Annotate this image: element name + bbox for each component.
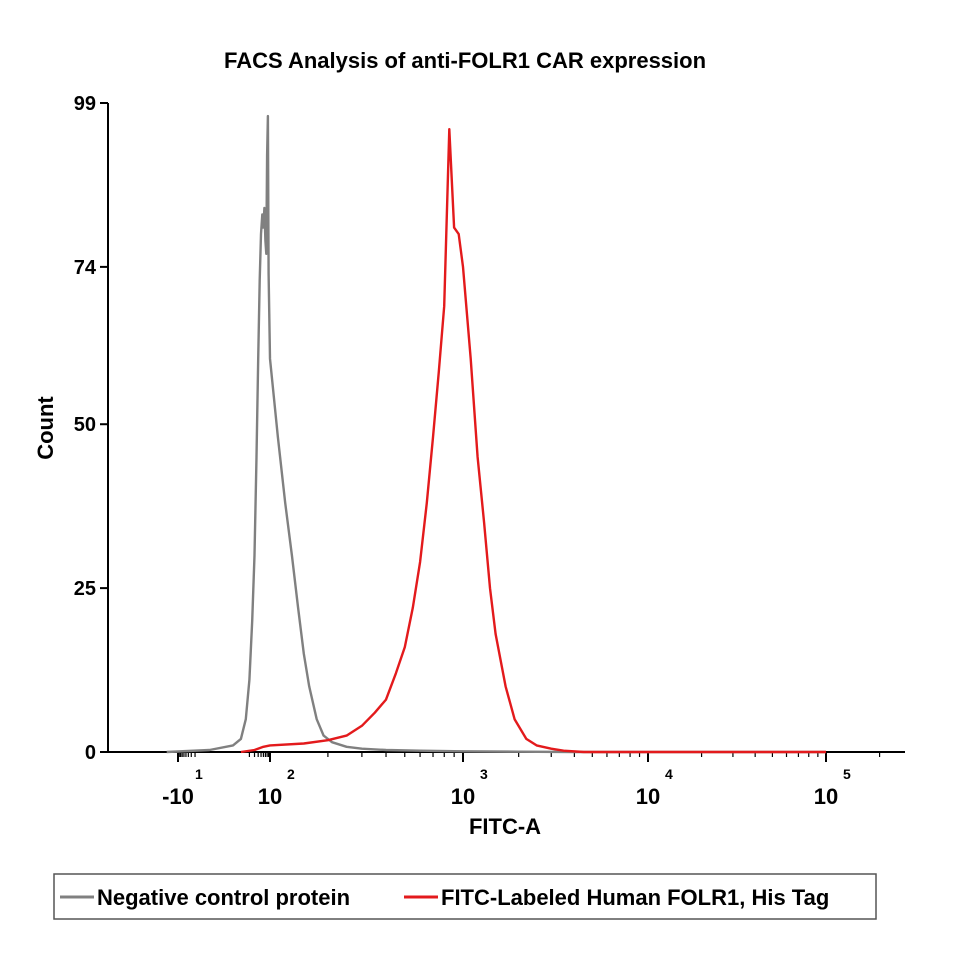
legend-label-negative-control: Negative control protein (97, 885, 350, 910)
y-ticks: 0 25 50 74 99 (74, 93, 108, 764)
x-tick-label: 10 (258, 784, 282, 809)
y-tick-label: 50 (74, 414, 96, 436)
x-tick-label: 10 (451, 784, 475, 809)
x-tick-exponent: 1 (195, 766, 203, 782)
y-tick-label: 99 (74, 93, 96, 115)
legend: Negative control protein FITC-Labeled Hu… (53, 873, 877, 920)
y-axis-label: Count (33, 396, 58, 460)
legend-box (53, 873, 877, 920)
x-tick-exponent: 2 (287, 766, 295, 782)
x-tick-exponent: 4 (665, 766, 673, 782)
series-lines (166, 114, 826, 754)
plot-area: 0 25 50 74 99 -101 10 2 10 3 10 4 10 5 (74, 93, 905, 809)
chart-title: FACS Analysis of anti-FOLR1 CAR expressi… (224, 48, 706, 73)
x-tick-exponent: 3 (480, 766, 488, 782)
y-tick-label: 25 (74, 578, 96, 600)
series-line-1 (240, 127, 826, 754)
x-ticks: -101 10 2 10 3 10 4 10 5 (162, 752, 881, 809)
y-tick-label: 74 (74, 257, 97, 279)
x-tick-label: -10 (162, 784, 194, 809)
legend-label-fitc-folr1: FITC-Labeled Human FOLR1, His Tag (441, 885, 829, 910)
x-tick-exponent: 5 (843, 766, 851, 782)
series-line-0 (166, 114, 826, 754)
x-tick-label: 10 (814, 784, 838, 809)
y-tick-label: 0 (85, 742, 96, 764)
x-tick-label: 10 (636, 784, 660, 809)
x-axis-label: FITC-A (469, 814, 541, 839)
